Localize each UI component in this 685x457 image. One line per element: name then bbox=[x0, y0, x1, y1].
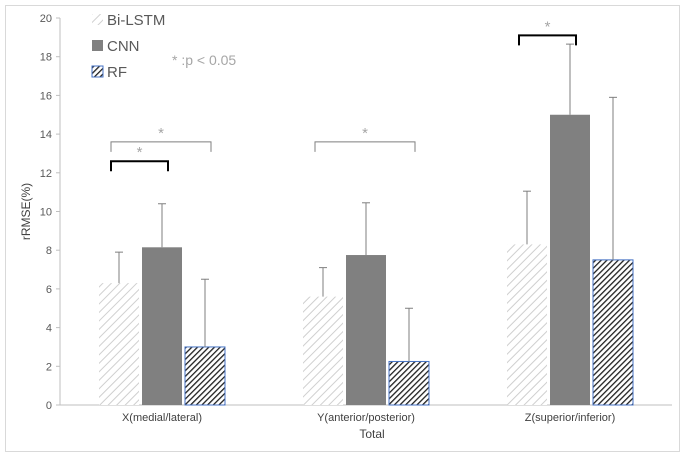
y-tick-label: 20 bbox=[40, 13, 52, 25]
y-tick-label: 18 bbox=[40, 52, 52, 64]
bars bbox=[99, 114, 634, 406]
significance-brackets: * * * * bbox=[110, 18, 577, 172]
bar-cnn bbox=[142, 247, 182, 405]
significance-bracket bbox=[110, 160, 169, 172]
bar-rf bbox=[184, 346, 226, 406]
axes: 0 2 4 6 8 10 12 14 16 18 20 X(medial/lateral) Y(ante… bbox=[40, 13, 672, 424]
bar-bi-lstm bbox=[99, 283, 139, 405]
x-category-label: X(medial/lateral) bbox=[122, 412, 202, 424]
y-tick-label: 10 bbox=[40, 207, 52, 219]
x-axis-title: Total bbox=[359, 427, 384, 441]
significance-note: * :p < 0.05 bbox=[172, 52, 236, 68]
chart-text: Total rRMSE(%) * :p < 0.05 bbox=[19, 52, 385, 441]
legend-swatch-rf bbox=[91, 65, 104, 78]
significance-star: * bbox=[545, 18, 551, 35]
y-tick-label: 14 bbox=[40, 129, 52, 141]
x-category-label: Y(anterior/posterior) bbox=[317, 412, 415, 424]
y-tick-label: 12 bbox=[40, 168, 52, 180]
legend-swatch-bi-lstm bbox=[92, 14, 103, 25]
y-tick-label: 0 bbox=[46, 400, 52, 412]
significance-star: * bbox=[158, 125, 164, 142]
y-tick-label: 8 bbox=[46, 245, 52, 257]
x-category-label: Z(superior/inferior) bbox=[525, 412, 615, 424]
y-tick-label: 16 bbox=[40, 90, 52, 102]
bar-bi-lstm bbox=[507, 244, 547, 405]
chart-frame: 0 2 4 6 8 10 12 14 16 18 20 X(medial/lateral) Y(ante… bbox=[5, 5, 680, 452]
y-axis-title: rRMSE(%) bbox=[19, 183, 33, 240]
significance-star: * bbox=[362, 125, 368, 142]
legend-label-cnn: CNN bbox=[107, 38, 140, 55]
bar-rf bbox=[592, 259, 634, 406]
bar-bi-lstm bbox=[303, 296, 343, 405]
significance-bracket bbox=[518, 34, 577, 46]
bar-cnn bbox=[346, 255, 386, 405]
bar-cnn bbox=[550, 114, 590, 405]
legend: Bi-LSTM CNN RF bbox=[91, 12, 165, 81]
legend-label-bi-lstm: Bi-LSTM bbox=[107, 12, 165, 29]
significance-star: * bbox=[137, 144, 143, 161]
bar-chart: 0 2 4 6 8 10 12 14 16 18 20 X(medial/lateral) Y(ante… bbox=[19, 12, 672, 441]
significance-bracket bbox=[110, 141, 212, 152]
legend-swatch-cnn bbox=[92, 40, 103, 51]
y-tick-label: 2 bbox=[46, 361, 52, 373]
legend-label-rf: RF bbox=[107, 64, 127, 81]
y-tick-label: 4 bbox=[46, 323, 52, 335]
significance-bracket bbox=[314, 141, 416, 152]
bar-rf bbox=[388, 360, 430, 406]
y-tick-label: 6 bbox=[46, 284, 52, 296]
error-bars bbox=[115, 43, 617, 362]
